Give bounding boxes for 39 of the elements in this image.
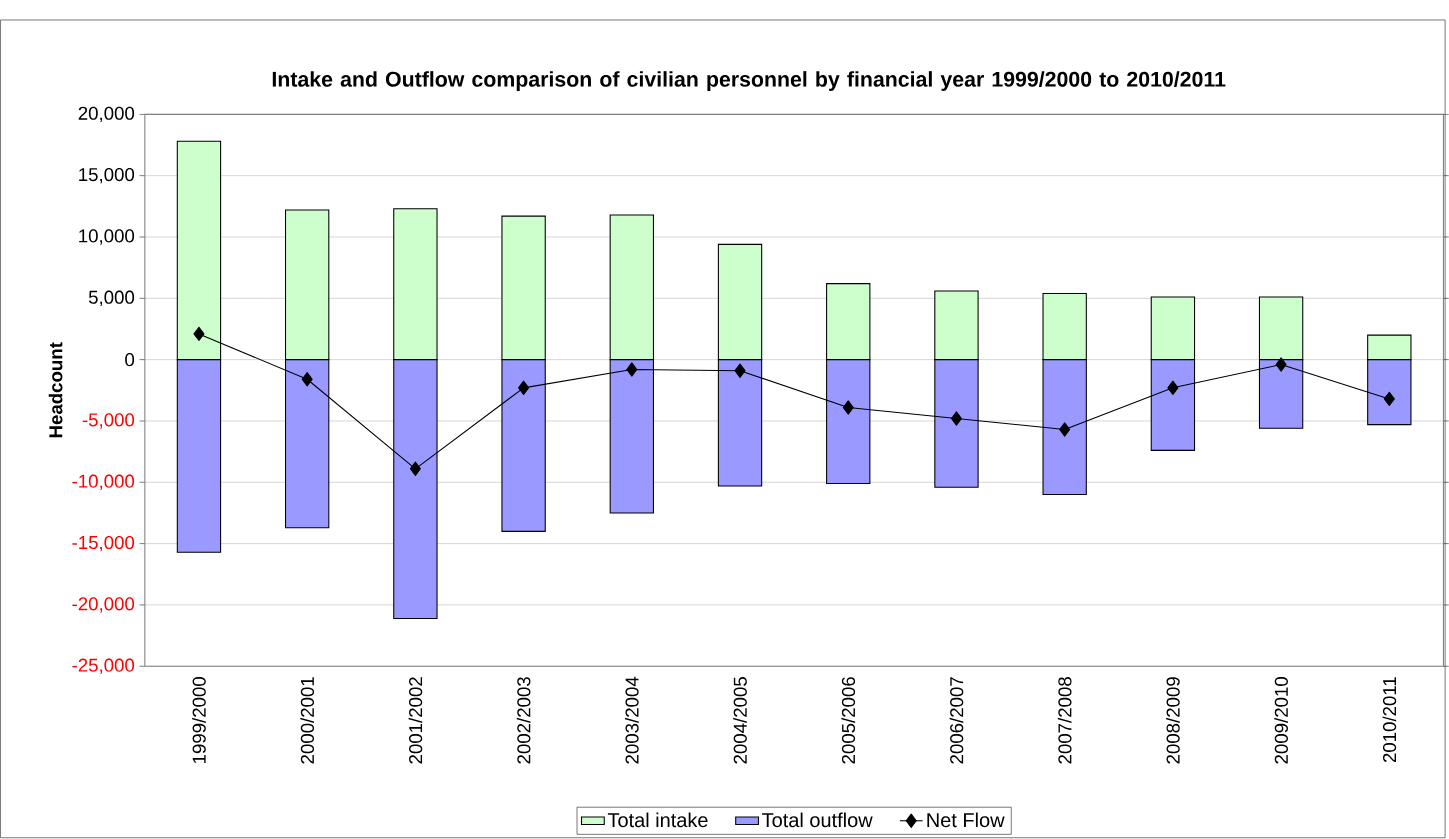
y-tick-label: -20,000 [72,597,135,613]
point [626,362,638,377]
x-tick-label: 2009/2010 [1274,677,1288,764]
y-tick-label: -10,000 [72,474,135,490]
y-tick-label: 15,000 [79,167,135,184]
point [1275,357,1287,372]
x-tick-label: 1999/2000 [192,677,206,763]
y-tick-label: -15,000 [72,535,135,552]
x-tick-label: 2000/2001 [300,677,315,764]
y-tick-label: 10,000 [79,229,135,245]
x-tick-label: 2008/2009 [1166,677,1180,764]
x-tick-label: 2010/2011 [1382,677,1397,763]
point [842,400,854,415]
point [950,411,962,426]
legend-label: Total intake [607,812,708,828]
x-tick-label: 2002/2003 [516,677,531,764]
x-tick-label: 2004/2005 [733,677,747,764]
point [409,461,421,476]
y-tick-label: 5,000 [88,290,135,306]
point [1167,380,1179,396]
y-tick-label: 0 [125,353,135,367]
x-tick-label: 2003/2004 [624,676,639,764]
point [518,380,530,396]
y-tick-label: 20,000 [78,106,135,123]
y-tick-label: -25,000 [72,658,135,674]
y-axis-title: Headcount [48,342,63,438]
point [734,363,746,378]
point [301,372,313,387]
point [1059,422,1071,437]
chart-title: Intake and Outflow comparison of civilian personnel by financial year 1999/2000 to 2010/2011 [272,71,1226,91]
x-tick-label: 2001/2002 [408,677,423,764]
point [193,326,205,342]
y-tick-label: -5,000 [82,413,135,429]
legend-label: Net Flow [927,812,1005,828]
x-tick-label: 2005/2006 [841,677,856,764]
x-tick-label: 2007/2008 [1057,677,1072,764]
x-tick-label: 2006/2007 [949,677,964,764]
legend-label: Total outflow [762,812,873,828]
point [1383,391,1395,407]
